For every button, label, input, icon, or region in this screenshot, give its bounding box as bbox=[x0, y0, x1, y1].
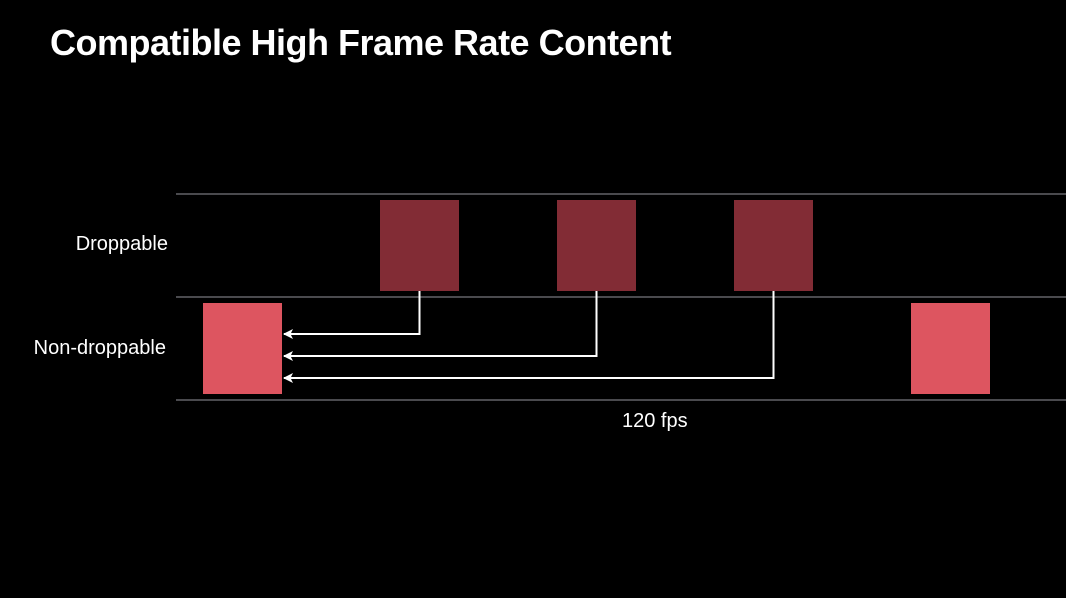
slide-title: Compatible High Frame Rate Content bbox=[50, 22, 672, 63]
reference-arrow bbox=[283, 291, 421, 339]
non-droppable-frame bbox=[203, 303, 282, 394]
droppable-frame bbox=[380, 200, 459, 291]
row-label-droppable: Droppable bbox=[75, 233, 168, 255]
droppable-frame bbox=[557, 200, 636, 291]
frame-rate-label: 120 fps bbox=[622, 410, 688, 432]
reference-arrow bbox=[283, 291, 598, 361]
frames bbox=[203, 200, 990, 394]
row-dividers bbox=[176, 193, 1066, 401]
row-label-non-droppable: Non-droppable bbox=[33, 337, 166, 359]
droppable-frame bbox=[734, 200, 813, 291]
reference-arrow bbox=[283, 291, 775, 383]
non-droppable-frame bbox=[911, 303, 990, 394]
reference-arrows bbox=[283, 291, 775, 383]
